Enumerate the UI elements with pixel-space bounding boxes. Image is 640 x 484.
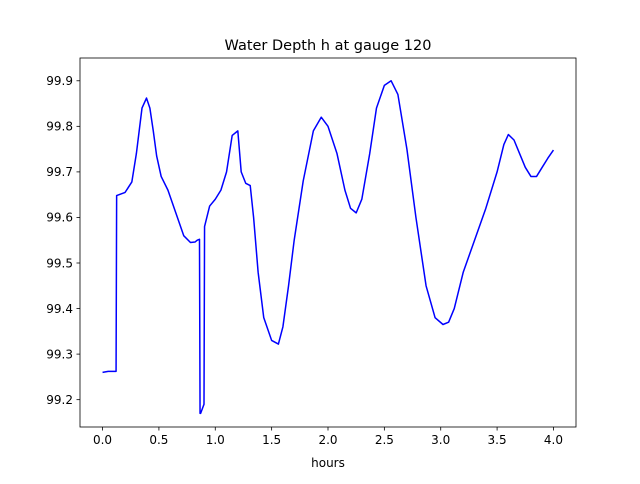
x-axis-label: hours [311,456,345,470]
y-tick-label: 99.5 [46,256,73,270]
x-tick-label: 2.5 [375,433,394,447]
x-tick-label: 4.0 [544,433,563,447]
y-tick-label: 99.8 [46,120,73,134]
x-tick-label: 2.0 [318,433,337,447]
x-tick-label: 0.5 [149,433,168,447]
y-tick-label: 99.3 [46,347,73,361]
y-tick-label: 99.4 [46,302,73,316]
x-tick-label: 3.0 [431,433,450,447]
y-tick-label: 99.6 [46,211,73,225]
x-tick-label: 3.5 [488,433,507,447]
plot-area: 0.0 0.5 1.0 1.5 2.0 2.5 3.0 3.5 4.0 99.2 99.3 99.4 9… [46,57,577,447]
y-tick-label: 99.2 [46,393,73,407]
chart-title: Water Depth h at gauge 120 [225,38,432,54]
series-line [102,80,555,415]
x-tick-label: 0.0 [93,433,112,447]
x-tick-label: 1.0 [206,433,225,447]
x-tick-label: 1.5 [262,433,281,447]
y-tick-label: 99.9 [46,74,73,88]
plot-frame [79,57,577,428]
y-tick-label: 99.7 [46,165,73,179]
